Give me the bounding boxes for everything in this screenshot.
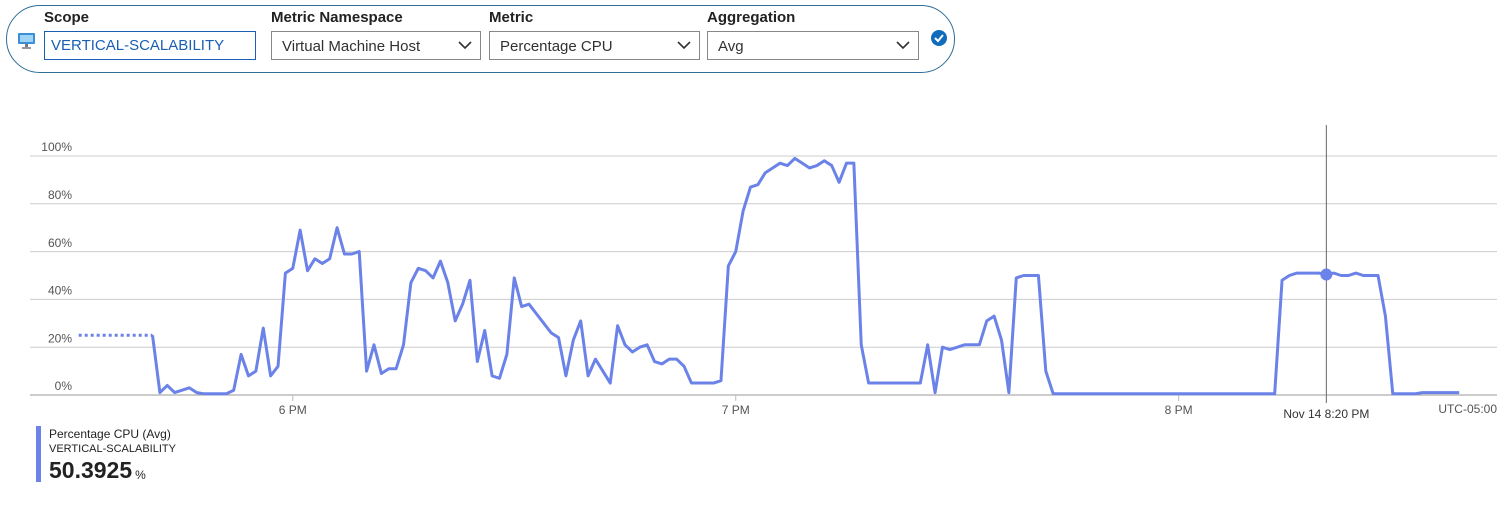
field-label: Metric Namespace (271, 9, 403, 26)
scope-input[interactable]: VERTICAL-SCALABILITY (44, 31, 256, 60)
y-tick-label: 100% (41, 140, 72, 154)
legend-swatch (36, 426, 41, 482)
legend-series: Percentage CPU (Avg) (49, 427, 171, 441)
chevron (458, 41, 472, 50)
chevron (677, 41, 691, 50)
timezone: UTC-05:00 (1438, 402, 1497, 416)
field-label: Metric (489, 9, 534, 26)
legend-value: 50.3925 (49, 457, 132, 483)
metric-toolbar (6, 5, 955, 73)
legend-resource: VERTICAL-SCALABILITY (49, 443, 177, 455)
cursor-label: Nov 14 8:20 PM (1283, 407, 1369, 421)
vm-icon (18, 33, 35, 49)
y-tick-label: 0% (55, 379, 73, 393)
y-tick-label: 80% (48, 188, 72, 202)
field-label: Aggregation (707, 9, 796, 26)
y-tick-label: 20% (48, 331, 72, 345)
metric-dropdown[interactable]: Percentage CPU (489, 31, 700, 60)
aggregation-dropdown[interactable]: Avg (707, 31, 919, 60)
y-tick-label: 60% (48, 236, 72, 250)
aggregation-field: Aggregation Avg (707, 9, 919, 60)
x-tick-label: 7 PM (722, 403, 750, 417)
field-label: Scope (44, 9, 90, 26)
y-tick-label: 40% (48, 284, 72, 298)
scope-field: Scope VERTICAL-SCALABILITY (44, 9, 256, 60)
confirm-button[interactable] (930, 29, 948, 47)
legend-unit: % (135, 468, 146, 482)
cursor-dot (1320, 268, 1333, 281)
x-tick-label: 6 PM (279, 403, 307, 417)
namespace-field: Metric Namespace Virtual Machine Host (271, 9, 481, 60)
dropdown-value: Percentage CPU (500, 38, 613, 55)
namespace-dropdown[interactable]: Virtual Machine Host (271, 31, 481, 60)
x-tick-label: 8 PM (1165, 403, 1193, 417)
dropdown-value: Virtual Machine Host (282, 38, 421, 55)
line-series (151, 156, 1460, 396)
chevron (896, 41, 910, 50)
dropdown-value: Avg (718, 38, 744, 55)
metric-field: Metric Percentage CPU (489, 9, 700, 60)
